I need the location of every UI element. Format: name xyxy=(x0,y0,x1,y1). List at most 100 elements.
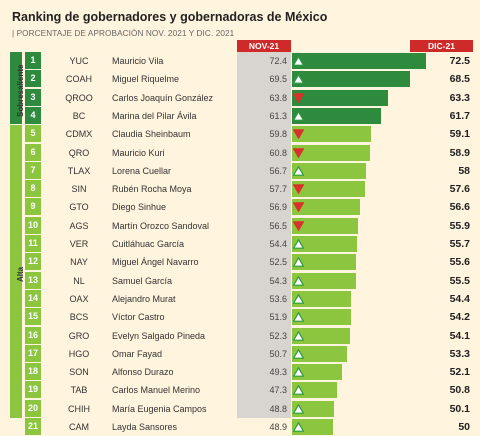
nov-value: 54.4 xyxy=(269,239,287,249)
nov-column-band xyxy=(237,52,291,418)
dic-bar xyxy=(292,236,357,252)
trend-up-icon xyxy=(293,293,304,304)
governor-name: Evelyn Salgado Pineda xyxy=(112,330,206,341)
nov-value: 60.8 xyxy=(269,147,287,158)
rank-number: 11 xyxy=(25,235,41,252)
trend-up-icon xyxy=(293,275,304,286)
governor-name: Claudia Sheinbaum xyxy=(112,129,191,140)
state-abbr: AGS xyxy=(69,220,89,231)
dic-bar xyxy=(292,199,361,216)
state-abbr: OAX xyxy=(69,293,89,304)
nov-value: 56.5 xyxy=(269,220,287,231)
state-abbr: TLAX xyxy=(67,165,91,176)
governor-name: Layda Sansores xyxy=(112,422,178,432)
dic-bar xyxy=(292,144,370,161)
governor-name: Alejandro Murat xyxy=(112,293,176,304)
nov-value: 69.5 xyxy=(269,74,287,85)
rank-number: 7 xyxy=(25,161,41,179)
table-row: 19 TAB Carlos Manuel Merino 47.3 50.8 xyxy=(0,381,480,399)
trend-down-icon xyxy=(293,220,304,231)
trend-up-icon xyxy=(293,385,304,396)
nov-value: 49.3 xyxy=(269,367,287,378)
table-row: 8 SIN Rubén Rocha Moya 57.7 57.6 xyxy=(0,180,480,198)
trend-up-icon xyxy=(293,367,304,377)
state-abbr: CHIH xyxy=(68,403,90,414)
group-band-alta xyxy=(10,125,22,418)
dic-bar xyxy=(292,126,371,143)
dic-value: 54.4 xyxy=(449,292,470,305)
governor-name: María Eugenia Campos xyxy=(112,403,207,414)
nov-value: 52.5 xyxy=(269,257,287,268)
dic-value: 55.6 xyxy=(449,256,470,269)
rank-number: 12 xyxy=(25,253,41,271)
state-abbr: SIN xyxy=(71,184,87,195)
dic-bar xyxy=(292,162,367,179)
trend-up-icon xyxy=(293,257,304,268)
state-abbr: GTO xyxy=(69,202,89,213)
dic-value: 50 xyxy=(458,421,470,433)
rank-number: 14 xyxy=(25,289,41,307)
governor-name: Diego Sinhue xyxy=(112,202,167,213)
dic-value: 63.3 xyxy=(449,91,470,104)
dic-value: 68.5 xyxy=(449,73,470,86)
dic-bar xyxy=(292,364,342,381)
column-header-dic: DIC-21 xyxy=(410,40,473,52)
nov-value: 47.3 xyxy=(269,385,287,396)
table-row: 4 BC Marina del Pilar Ávila 61.3 61.7 xyxy=(0,106,480,125)
nov-value: 56.9 xyxy=(269,202,287,213)
state-abbr: YUC xyxy=(69,56,89,66)
dic-value: 53.3 xyxy=(449,347,470,360)
governor-name: Carlos Manuel Merino xyxy=(112,385,201,396)
table-row: 1 YUC Mauricio Vila 72.4 72.5 xyxy=(0,52,480,70)
trend-down-icon xyxy=(293,184,304,195)
governor-name: Mauricio Kuri xyxy=(112,147,165,158)
dic-bar xyxy=(292,217,358,234)
governor-name: Martín Orozco Sandoval xyxy=(112,220,210,231)
table-row: 3 QROO Carlos Joaquín González 63.8 63.3 xyxy=(0,88,480,107)
trend-up-icon xyxy=(293,110,304,121)
governor-name: Cuitláhuac García xyxy=(112,239,185,249)
rank-number: 5 xyxy=(25,125,41,143)
nov-value: 63.8 xyxy=(269,92,287,103)
trend-up-icon xyxy=(293,56,304,66)
nov-value: 51.9 xyxy=(269,312,287,323)
dic-bar xyxy=(292,290,352,307)
page-title: Ranking de gobernadores y gobernadoras d… xyxy=(12,10,328,24)
trend-down-icon xyxy=(293,129,304,140)
state-abbr: TAB xyxy=(70,385,88,396)
governor-name: Samuel García xyxy=(112,275,173,286)
nov-value: 72.4 xyxy=(269,56,287,66)
table-row: 20 CHIH María Eugenia Campos 48.8 50.1 xyxy=(0,399,480,418)
nov-value: 48.9 xyxy=(269,422,287,432)
dic-bar xyxy=(292,71,410,88)
dic-bar xyxy=(292,327,351,344)
table-row: 10 AGS Martín Orozco Sandoval 56.5 55.9 xyxy=(0,216,480,235)
state-abbr: GRO xyxy=(68,330,90,341)
governor-name: Lorena Cuellar xyxy=(112,165,172,176)
nov-value: 61.3 xyxy=(269,110,287,121)
rank-number: 10 xyxy=(25,216,41,234)
dic-bar xyxy=(292,272,356,289)
governor-name: Marina del Pilar Ávila xyxy=(112,110,197,121)
trend-up-icon xyxy=(293,330,304,341)
state-abbr: HGO xyxy=(68,348,90,359)
trend-up-icon xyxy=(293,422,304,432)
governor-name: Alfonso Durazo xyxy=(112,367,174,378)
dic-value: 72.5 xyxy=(449,55,470,67)
governor-name: Víctor Castro xyxy=(112,312,165,323)
dic-value: 56.6 xyxy=(449,201,470,214)
trend-up-icon xyxy=(293,74,304,85)
state-abbr: CAM xyxy=(69,422,89,432)
nov-value: 57.7 xyxy=(269,184,287,195)
governor-name: Miguel Ángel Navarro xyxy=(112,257,199,268)
state-abbr: BC xyxy=(72,110,86,121)
rank-number: 4 xyxy=(25,106,41,124)
rank-number: 8 xyxy=(25,180,41,198)
trend-down-icon xyxy=(293,92,304,103)
nov-value: 50.7 xyxy=(269,348,287,359)
dic-bar xyxy=(292,107,382,124)
state-abbr: COAH xyxy=(65,74,92,85)
rank-number: 2 xyxy=(25,70,41,88)
trend-up-icon xyxy=(293,165,304,176)
table-row: 5 CDMX Claudia Sheinbaum 59.8 59.1 xyxy=(0,125,480,143)
